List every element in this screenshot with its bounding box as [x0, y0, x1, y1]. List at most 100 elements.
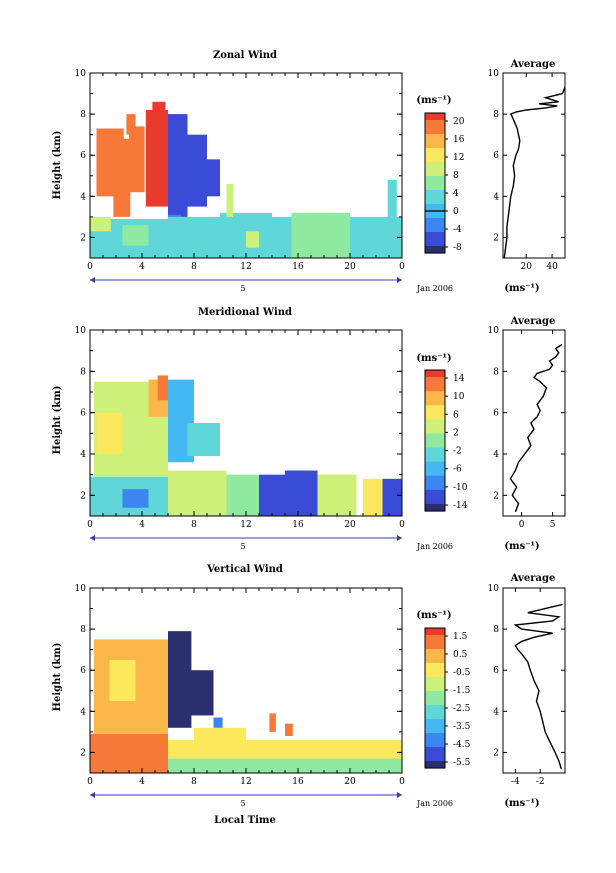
colorbar-swatch — [425, 387, 445, 392]
date-bar-end-marker — [397, 792, 402, 798]
colorbar-swatch — [425, 239, 445, 244]
date-bar-end-marker — [397, 277, 402, 283]
colorbar-swatch — [425, 652, 445, 657]
colorbar-swatch — [425, 507, 445, 512]
colorbar-swatch — [425, 486, 445, 491]
heat-cell — [285, 723, 293, 736]
colorbar-swatch — [425, 235, 445, 240]
y-tick-label: 8 — [80, 625, 86, 635]
heat-cell — [152, 101, 166, 115]
heat-cell — [187, 423, 220, 457]
date-label: 5 — [240, 284, 245, 293]
colorbar-swatch — [425, 454, 445, 459]
date-label: 5 — [240, 799, 245, 808]
colorbar-swatch — [425, 458, 445, 463]
profile-x-tick-label: 5 — [550, 520, 556, 530]
colorbar-tick-label: -10 — [453, 483, 468, 493]
profile-y-tick-label: 6 — [493, 666, 499, 676]
colorbar-swatch — [425, 204, 445, 209]
colorbar-swatch — [425, 642, 445, 647]
colorbar-swatch — [425, 373, 445, 378]
colorbar-swatch — [425, 429, 445, 435]
colorbar-swatch — [425, 186, 445, 191]
x-tick-label: 16 — [292, 777, 304, 787]
colorbar-swatch — [425, 380, 445, 385]
profile-y-tick-label: 2 — [493, 748, 499, 758]
colorbar-swatch — [425, 127, 445, 132]
heat-cell — [122, 225, 149, 246]
colorbar-swatch — [425, 701, 445, 706]
y-tick-label: 4 — [80, 707, 86, 717]
colorbar-swatch — [425, 719, 445, 724]
colorbar-swatch — [425, 391, 445, 396]
heat-cell — [363, 478, 383, 516]
colorbar-swatch — [425, 663, 445, 668]
colorbar-tick-label: 14 — [453, 374, 465, 384]
colorbar-swatch — [425, 148, 445, 153]
colorbar-swatch — [425, 649, 445, 654]
panel-title: Meridional Wind — [198, 307, 292, 318]
colorbar-swatch — [425, 722, 445, 727]
colorbar-swatch — [425, 673, 445, 678]
heat-cell — [259, 474, 285, 516]
profile-x-label: (ms⁻¹) — [504, 283, 539, 294]
heat-cell — [269, 713, 276, 732]
y-axis-label: Height (km) — [52, 131, 63, 200]
y-tick-label: 10 — [75, 326, 87, 336]
colorbar-swatch — [425, 677, 445, 682]
profile-y-tick-label: 6 — [493, 151, 499, 161]
colorbar-tick-label: 16 — [453, 135, 465, 145]
colorbar-swatch — [425, 116, 445, 121]
colorbar-tick-label: 4 — [453, 189, 459, 199]
heat-cell — [272, 216, 292, 258]
x-tick-label: 20 — [344, 777, 356, 787]
colorbar-swatch — [425, 384, 445, 389]
profile-y-tick-label: 4 — [493, 450, 499, 460]
colorbar-tick-label: -14 — [453, 501, 468, 511]
colorbar-swatch — [425, 698, 445, 703]
colorbar-swatch — [425, 482, 445, 487]
heat-cell — [126, 114, 136, 135]
heat-cell — [186, 134, 207, 207]
colorbar-swatch — [425, 190, 445, 195]
colorbar-swatch — [425, 687, 445, 692]
y-tick-label: 8 — [80, 367, 86, 377]
average-profile: 2 4 6 8 10 0 5 — [488, 326, 566, 530]
colorbar-swatch — [425, 472, 445, 477]
colorbar-swatch — [425, 179, 445, 184]
colorbar-swatch — [425, 645, 445, 650]
colorbar-swatch — [425, 715, 445, 720]
colorbar-tick-label: -1.5 — [453, 686, 471, 696]
profile-x-tick-label: 0 — [519, 520, 525, 530]
plot-frame: 2 4 6 8 10 0 4 8 12 16 20 0 — [75, 326, 405, 541]
colorbar-swatch — [425, 221, 445, 226]
profile-line — [509, 343, 563, 513]
x-tick-label: 4 — [139, 777, 145, 787]
colorbar-swatch — [425, 162, 445, 167]
profile-y-tick-label: 10 — [488, 69, 500, 79]
colorbar-swatch — [425, 705, 445, 710]
heat-cell — [168, 758, 402, 773]
y-tick-label: 2 — [80, 491, 86, 501]
y-tick-label: 6 — [80, 151, 86, 161]
y-tick-label: 4 — [80, 450, 86, 460]
colorbar-tick-label: -4.5 — [453, 740, 471, 750]
colorbar-swatch — [425, 743, 445, 748]
profile-title: Average — [510, 573, 556, 584]
y-tick-label: 2 — [80, 748, 86, 758]
colorbar-swatch — [425, 218, 445, 223]
heat-cell — [109, 659, 136, 702]
colorbar-swatch — [425, 479, 445, 484]
heat-cell — [90, 216, 111, 232]
heat-cell — [246, 231, 259, 248]
heat-cell — [350, 216, 402, 258]
colorbar-swatch — [425, 246, 445, 251]
date-bar-start-marker — [90, 792, 95, 798]
x-tick-label: 8 — [191, 520, 197, 530]
colorbar-unit: (ms⁻¹) — [416, 610, 451, 621]
colorbar-swatch — [425, 761, 445, 766]
heat-cell — [90, 733, 168, 773]
colorbar-swatch — [425, 137, 445, 142]
y-tick-label: 10 — [75, 584, 87, 594]
